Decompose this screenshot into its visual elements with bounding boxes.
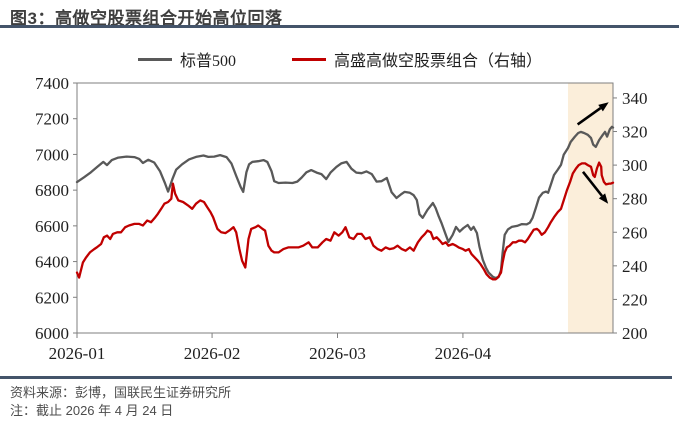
y-left-tick-label: 6800 bbox=[35, 181, 69, 200]
short-basket-line-swatch bbox=[292, 57, 326, 61]
footer-rule bbox=[0, 376, 672, 379]
y-left-tick-label: 6600 bbox=[35, 217, 69, 236]
y-left-tick-label: 6400 bbox=[35, 253, 69, 272]
y-right-tick-label: 340 bbox=[622, 89, 648, 108]
y-right-tick-label: 260 bbox=[622, 223, 648, 242]
legend-item-sp500: 标普500 bbox=[137, 47, 236, 71]
cutoff-note: 注：截止 2026 年 4 月 24 日 bbox=[10, 403, 174, 418]
y-right-tick-label: 240 bbox=[622, 257, 648, 276]
highlight-band bbox=[567, 83, 613, 333]
trend-arrow-up-shaft bbox=[576, 107, 602, 126]
x-tick-label: 2026-03 bbox=[309, 344, 366, 363]
y-right-tick-label: 320 bbox=[622, 123, 648, 142]
x-tick-label: 2026-01 bbox=[49, 344, 106, 363]
chart-legend: 标普500 高盛高做空股票组合（右轴） bbox=[0, 47, 680, 71]
chart-title: 图3：高做空股票组合开始高位回落 bbox=[10, 9, 283, 28]
y-left-tick-label: 7400 bbox=[35, 74, 69, 93]
sp500-line-swatch bbox=[137, 57, 172, 61]
x-tick-label: 2026-04 bbox=[435, 344, 492, 363]
x-tick-label: 2026-02 bbox=[184, 344, 241, 363]
legend-item-short-basket: 高盛高做空股票组合（右轴） bbox=[292, 47, 542, 71]
y-left-tick-label: 6000 bbox=[35, 324, 69, 343]
line-chart: 6000 6200 6400 6600 6800 7000 7200 7400 200 220 24… bbox=[35, 74, 648, 363]
legend-label-short-basket: 高盛高做空股票组合（右轴） bbox=[334, 53, 543, 70]
source-note: 资料来源：彭博，国联民生证券研究所 bbox=[10, 385, 232, 400]
trend-arrow-up-head bbox=[598, 102, 609, 112]
trend-arrow-down-shaft bbox=[581, 171, 603, 197]
y-left-tick-label: 7200 bbox=[35, 110, 69, 129]
y-right-tick-label: 300 bbox=[622, 156, 648, 175]
series-line-sp500 bbox=[75, 125, 615, 280]
y-right-tick-label: 220 bbox=[622, 290, 648, 309]
y-left-tick-label: 7000 bbox=[35, 145, 69, 164]
trend-arrow-down-head bbox=[598, 193, 609, 204]
y-right-tick-label: 280 bbox=[622, 190, 648, 209]
y-right-tick-label: 200 bbox=[622, 324, 648, 343]
title-rule bbox=[0, 25, 679, 28]
legend-label-sp500: 标普500 bbox=[179, 53, 236, 70]
plot-border bbox=[76, 82, 614, 334]
series-line-short-basket bbox=[75, 161, 615, 281]
y-left-tick-label: 6200 bbox=[35, 288, 69, 307]
